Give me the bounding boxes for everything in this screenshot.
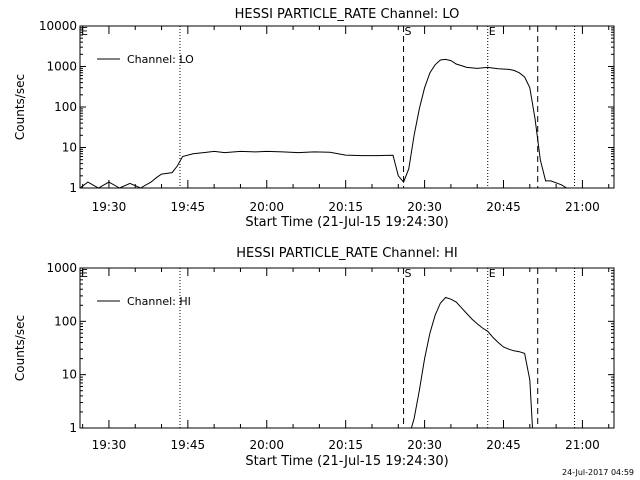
y-tick-label: 10 — [62, 141, 77, 155]
x-tick-label: 20:00 — [249, 438, 284, 452]
event-marker-label: S — [405, 25, 412, 38]
x-tick-label: 20:00 — [249, 200, 284, 214]
x-tick-label: 20:30 — [407, 438, 442, 452]
event-marker-label: S — [405, 267, 412, 280]
x-axis-label: Start Time (21-Jul-15 19:24:30) — [245, 454, 448, 469]
series-line — [410, 296, 533, 429]
x-tick-label: 21:00 — [565, 438, 600, 452]
x-tick-label: 19:30 — [92, 200, 127, 214]
y-tick-label: 1 — [69, 181, 77, 195]
x-tick-label: 19:30 — [92, 438, 127, 452]
legend-label: Channel: LO — [127, 53, 194, 66]
y-tick-label: 1000 — [46, 261, 77, 275]
y-tick-label: 100 — [54, 314, 77, 328]
chart-title: HESSI PARTICLE_RATE Channel: LO — [235, 7, 460, 22]
timestamp-footer: 24-Jul-2017 04:59 — [561, 468, 634, 477]
frame-corner-mark: E — [81, 25, 88, 38]
legend-label: Channel: HI — [127, 295, 191, 308]
x-tick-label: 19:45 — [171, 200, 206, 214]
y-axis-label: Counts/sec — [13, 74, 27, 140]
y-tick-label: 10000 — [39, 19, 77, 33]
y-tick-label: 100 — [54, 100, 77, 114]
chart-title: HESSI PARTICLE_RATE Channel: HI — [236, 246, 457, 261]
y-tick-label: 1 — [69, 421, 77, 435]
x-tick-label: 21:00 — [565, 200, 600, 214]
x-tick-label: 20:45 — [486, 438, 521, 452]
x-tick-label: 19:45 — [171, 438, 206, 452]
y-tick-label: 1000 — [46, 60, 77, 74]
x-tick-label: 20:45 — [486, 200, 521, 214]
event-marker-label: E — [489, 267, 496, 280]
x-tick-label: 20:30 — [407, 200, 442, 214]
series-line — [79, 58, 572, 189]
plot-frame — [79, 267, 615, 429]
plot-frame — [79, 25, 615, 189]
event-marker-label: E — [489, 25, 496, 38]
x-tick-label: 20:15 — [328, 200, 363, 214]
x-tick-label: 20:15 — [328, 438, 363, 452]
y-axis-label: Counts/sec — [13, 315, 27, 381]
frame-corner-mark: E — [81, 267, 88, 280]
x-axis-label: Start Time (21-Jul-15 19:24:30) — [245, 215, 448, 230]
y-tick-label: 10 — [62, 368, 77, 382]
